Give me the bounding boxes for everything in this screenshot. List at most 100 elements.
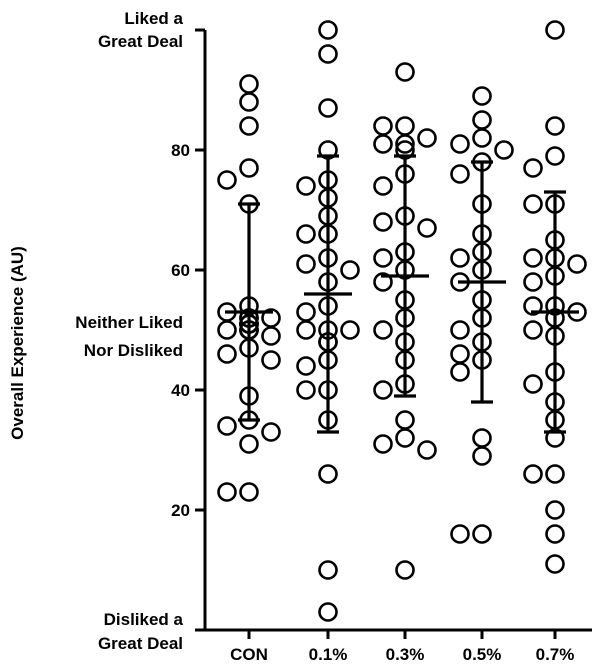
data-point (318, 44, 338, 64)
data-point (239, 92, 259, 112)
data-point (318, 602, 338, 622)
data-point (239, 116, 259, 136)
data-point (545, 524, 565, 544)
data-point (318, 560, 338, 580)
data-point (472, 86, 492, 106)
anchor-labels: Liked a Great Deal Neither Liked Nor Dislik… (75, 9, 183, 653)
data-point (450, 320, 470, 340)
data-point (373, 176, 393, 196)
data-point (318, 98, 338, 118)
anchor-label: Disliked a (104, 610, 184, 629)
data-point (296, 224, 316, 244)
anchor-label: Liked a (124, 9, 183, 28)
data-point (523, 272, 543, 292)
anchor-label: Nor Disliked (84, 341, 183, 360)
anchor-label: Great Deal (98, 634, 183, 653)
data-point (494, 140, 514, 160)
y-ticks: 20 40 60 80 (171, 28, 205, 632)
data-point (545, 20, 565, 40)
data-point (395, 428, 415, 448)
data-point (523, 374, 543, 394)
data-point (239, 158, 259, 178)
x-ticks: CON 0.1% 0.3% 0.5% 0.7% (230, 630, 574, 664)
data-point (472, 128, 492, 148)
x-tick-label: 0.7% (536, 645, 575, 664)
data-point (239, 434, 259, 454)
data-point (217, 170, 237, 190)
data-point (395, 410, 415, 430)
y-tick-label: 20 (171, 501, 190, 520)
data-point (217, 320, 237, 340)
data-point (450, 248, 470, 268)
axes (203, 30, 592, 632)
y-tick-label: 60 (171, 261, 190, 280)
data-point (373, 380, 393, 400)
data-point (373, 134, 393, 154)
data-point (373, 434, 393, 454)
data-point (417, 128, 437, 148)
error-bars (225, 154, 579, 434)
data-point (373, 320, 393, 340)
anchor-label: Neither Liked (75, 313, 183, 332)
data-point (318, 20, 338, 40)
data-point (417, 218, 437, 238)
data-point (545, 116, 565, 136)
data-point (417, 440, 437, 460)
x-tick-label: 0.1% (309, 645, 348, 664)
data-point (450, 134, 470, 154)
data-point (217, 416, 237, 436)
data-point (340, 260, 360, 280)
data-point (261, 350, 281, 370)
data-point (296, 176, 316, 196)
data-point (395, 116, 415, 136)
data-point (373, 212, 393, 232)
data-point (296, 302, 316, 322)
data-point (545, 554, 565, 574)
y-tick-label: 40 (171, 381, 190, 400)
data-point (373, 116, 393, 136)
data-point (261, 422, 281, 442)
data-point (217, 482, 237, 502)
data-point (545, 500, 565, 520)
x-tick-label: 0.5% (463, 645, 502, 664)
data-point (523, 248, 543, 268)
data-point (450, 362, 470, 382)
data-point (472, 110, 492, 130)
data-point (523, 464, 543, 484)
data-point (217, 344, 237, 364)
data-point (395, 134, 415, 154)
data-point (296, 320, 316, 340)
y-tick-label: 80 (171, 141, 190, 160)
data-point (373, 272, 393, 292)
anchor-label: Great Deal (98, 32, 183, 51)
data-point (567, 254, 587, 274)
data-point (261, 326, 281, 346)
data-point (472, 446, 492, 466)
data-point (545, 146, 565, 166)
data-point (523, 320, 543, 340)
data-point (239, 482, 259, 502)
y-axis-label: Overall Experience (AU) (8, 246, 27, 440)
data-point (545, 464, 565, 484)
data-points (217, 20, 587, 622)
data-point (373, 248, 393, 268)
data-point (523, 158, 543, 178)
data-point (450, 344, 470, 364)
data-point (523, 296, 543, 316)
data-point (296, 356, 316, 376)
data-point (239, 74, 259, 94)
data-point (340, 320, 360, 340)
x-tick-label: 0.3% (386, 645, 425, 664)
data-point (450, 524, 470, 544)
data-point (296, 254, 316, 274)
x-tick-label: CON (230, 645, 268, 664)
data-point (318, 464, 338, 484)
data-point (472, 428, 492, 448)
data-point (450, 164, 470, 184)
data-point (395, 62, 415, 82)
data-point (296, 380, 316, 400)
data-point (395, 560, 415, 580)
data-point (472, 524, 492, 544)
data-point (523, 194, 543, 214)
